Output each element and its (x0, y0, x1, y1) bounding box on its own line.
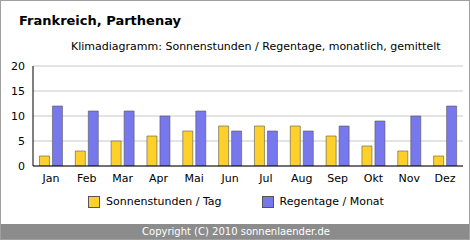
svg-text:15: 15 (11, 85, 25, 98)
svg-text:Mar: Mar (112, 172, 133, 185)
svg-text:Dez: Dez (435, 172, 456, 185)
svg-text:Mai: Mai (185, 172, 204, 185)
html-text:Sonnenstunden / Tag: Sonnenstunden / Tag (106, 195, 222, 208)
svg-text:Jul: Jul (258, 172, 272, 185)
svg-text:5: 5 (18, 135, 25, 148)
svg-text:Nov: Nov (399, 172, 421, 185)
html-text:Klimadiagramm: Sonnenstunden /: Klimadiagramm: Sonnenstunden / Regentage… (71, 40, 441, 53)
html-text:Copyright (C) 2010 sonnenlaend: Copyright (C) 2010 sonnenlaender.de (142, 226, 330, 237)
svg-text:Aug: Aug (291, 172, 312, 185)
html-text:Regentage / Monat: Regentage / Monat (279, 195, 384, 208)
svg-text:Sep: Sep (327, 172, 348, 185)
svg-text:20: 20 (11, 60, 25, 73)
html-text:Frankreich, Parthenay: Frankreich, Parthenay (19, 13, 181, 28)
svg-text:Jun: Jun (220, 172, 238, 185)
svg-text:Okt: Okt (364, 172, 384, 185)
svg-text:10: 10 (11, 110, 25, 123)
svg-text:Apr: Apr (149, 172, 169, 185)
svg-text:Jan: Jan (41, 172, 59, 185)
svg-text:0: 0 (18, 160, 25, 173)
svg-text:Feb: Feb (77, 172, 96, 185)
